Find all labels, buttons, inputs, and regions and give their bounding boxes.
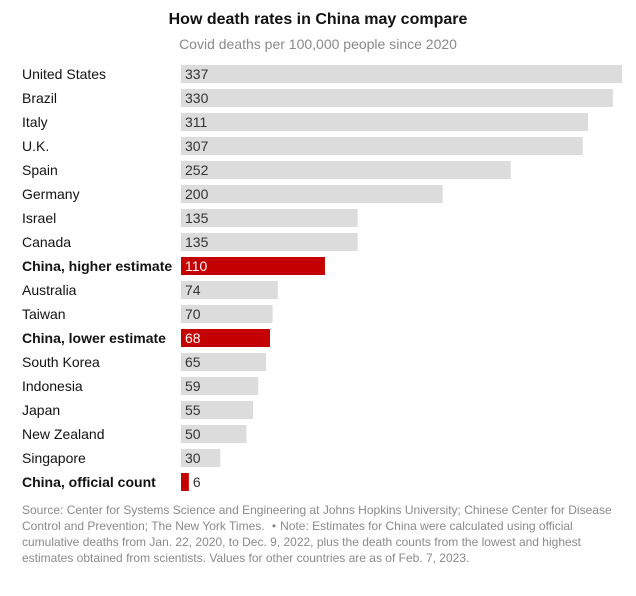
bar-singapore [181, 449, 221, 467]
value-label-italy: 311 [185, 114, 208, 130]
source-note: Source: Center for Systems Science and E… [22, 502, 626, 566]
category-label-taiwan: Taiwan [22, 306, 66, 322]
value-label-australia: 74 [185, 282, 201, 298]
category-label-china-higher-estimate: China, higher estimate [22, 258, 172, 274]
bar-united-states [181, 65, 622, 83]
bar-south-korea [181, 353, 267, 371]
category-label-china-official-count: China, official count [22, 474, 156, 490]
bar-spain [181, 161, 511, 179]
bar-canada [181, 233, 358, 251]
category-label-italy: Italy [22, 114, 48, 130]
bar-australia [181, 281, 278, 299]
chart-title: How death rates in China may compare [168, 11, 468, 28]
chart-subtitle: Covid deaths per 100,000 people since 20… [179, 36, 457, 52]
bar-new-zealand [181, 425, 247, 443]
value-label-new-zealand: 50 [185, 426, 201, 442]
value-label-united-states: 337 [185, 66, 209, 82]
value-label-china-lower-estimate: 68 [185, 330, 201, 346]
category-label-singapore: Singapore [22, 450, 86, 466]
note-text: Note: Estimates for China were calculate… [22, 519, 582, 565]
bar-germany [181, 185, 443, 203]
bar-u-k [181, 137, 583, 155]
value-label-china-official-count: 6 [193, 474, 201, 490]
bar-china-lower-estimate [181, 329, 270, 347]
bar-italy [181, 113, 588, 131]
value-label-spain: 252 [185, 162, 209, 178]
category-label-australia: Australia [22, 282, 77, 298]
category-label-canada: Canada [22, 234, 71, 250]
value-label-taiwan: 70 [185, 306, 201, 322]
value-label-south-korea: 65 [185, 354, 201, 370]
value-label-germany: 200 [185, 186, 209, 202]
value-label-singapore: 30 [185, 450, 201, 466]
value-label-israel: 135 [185, 210, 209, 226]
category-label-china-lower-estimate: China, lower estimate [22, 330, 166, 346]
category-label-u-k: U.K. [22, 138, 49, 154]
category-label-united-states: United States [22, 66, 106, 82]
note-separator: • [271, 519, 277, 533]
value-label-canada: 135 [185, 234, 209, 250]
category-label-brazil: Brazil [22, 90, 57, 106]
category-label-spain: Spain [22, 162, 58, 178]
source-text: Source: Center for Systems Science and E… [22, 503, 612, 533]
category-label-germany: Germany [22, 186, 80, 202]
value-label-u-k: 307 [185, 138, 209, 154]
category-label-japan: Japan [22, 402, 60, 418]
bar-china-official-count [181, 473, 189, 491]
category-label-israel: Israel [22, 210, 56, 226]
bar-brazil [181, 89, 613, 107]
value-label-indonesia: 59 [185, 378, 201, 394]
category-label-indonesia: Indonesia [22, 378, 83, 394]
value-label-japan: 55 [185, 402, 201, 418]
category-label-south-korea: South Korea [22, 354, 100, 370]
value-label-china-higher-estimate: 110 [185, 258, 208, 274]
category-label-new-zealand: New Zealand [22, 426, 105, 442]
bar-israel [181, 209, 358, 227]
bar-indonesia [181, 377, 259, 395]
value-label-brazil: 330 [185, 90, 209, 106]
bar-taiwan [181, 305, 273, 323]
bar-china-higher-estimate [181, 257, 325, 275]
bar-japan [181, 401, 253, 419]
